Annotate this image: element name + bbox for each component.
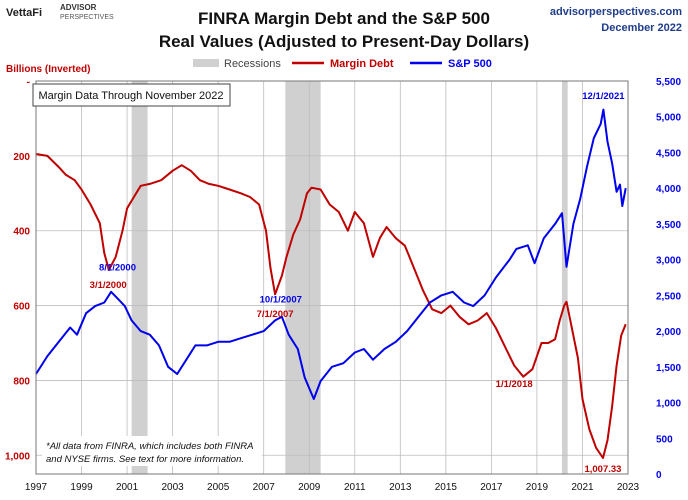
site-name: advisorperspectives.com xyxy=(550,6,682,18)
x-tick-label: 2021 xyxy=(571,482,594,493)
margin-debt-line xyxy=(35,153,627,459)
chart-subtitle: Real Values (Adjusted to Present-Day Dol… xyxy=(159,32,529,51)
x-tick-label: 2017 xyxy=(480,482,503,493)
x-tick-label: 2005 xyxy=(207,482,230,493)
note-box: Margin Data Through November 2022 xyxy=(32,83,231,107)
x-tick-label: 2009 xyxy=(298,482,321,493)
recession-band-2 xyxy=(561,81,568,474)
legend-recessions-label: Recessions xyxy=(224,58,281,70)
sp500-line xyxy=(35,108,627,400)
chart-title: FINRA Margin Debt and the S&P 500 xyxy=(198,9,490,28)
left-axis-title: Billions (Inverted) xyxy=(6,64,90,75)
annotation-label: 8/1/2000 xyxy=(99,262,136,273)
x-tick-label: 2007 xyxy=(253,482,276,493)
recession-band-0 xyxy=(131,81,148,474)
x-tick-label: 2019 xyxy=(526,482,549,493)
right-tick-label: 4,500 xyxy=(656,148,681,159)
footnote-line-1: *All data from FINRA, which includes bot… xyxy=(46,441,254,452)
x-tick-label: 2011 xyxy=(344,482,366,493)
vettafi-logo: VettaFi xyxy=(6,7,42,19)
right-tick-label: 0 xyxy=(656,470,662,481)
recession-band-1 xyxy=(285,81,321,474)
perspectives-logo-text: PERSPECTIVES xyxy=(60,14,114,21)
legend: Recessions Margin Debt S&P 500 xyxy=(193,58,492,70)
annotation-label: 1,007.33 xyxy=(584,464,621,475)
left-tick-label: 1,000 xyxy=(5,451,30,462)
x-tick-label: 2015 xyxy=(435,482,458,493)
advisor-logo-text: ADVISOR xyxy=(60,3,97,12)
legend-margin-label: Margin Debt xyxy=(330,58,394,70)
right-tick-label: 3,000 xyxy=(656,256,681,267)
x-tick-label: 2023 xyxy=(617,482,640,493)
left-tick-label: 200 xyxy=(13,152,30,163)
report-date: December 2022 xyxy=(601,22,682,34)
right-tick-label: 2,500 xyxy=(656,291,681,302)
footnote-line-2: and NYSE firms. See text for more inform… xyxy=(46,454,244,465)
left-tick-label: 800 xyxy=(13,376,30,387)
right-tick-label: 1,500 xyxy=(656,363,681,374)
legend-recessions-swatch xyxy=(193,59,219,67)
annotations: 8/1/2000 3/1/2000 10/1/2007 7/1/2007 1/1/201… xyxy=(90,91,626,475)
series-lines xyxy=(35,108,627,459)
x-tick-label: 2001 xyxy=(116,482,139,493)
x-tick-label: 1997 xyxy=(25,482,48,493)
x-tick-label: 1999 xyxy=(70,482,93,493)
x-tick-label: 2003 xyxy=(161,482,184,493)
note-box-text: Margin Data Through November 2022 xyxy=(38,90,223,102)
left-tick-label: 600 xyxy=(13,302,30,313)
legend-sp500-label: S&P 500 xyxy=(448,58,492,70)
annotation-label: 1/1/2018 xyxy=(496,379,533,390)
right-tick-label: 1,000 xyxy=(656,399,681,410)
axes: - 200 400 600 800 1,000 0 500 1,000 1,500 2,000 2,5… xyxy=(5,77,681,493)
right-tick-label: 5,000 xyxy=(656,113,681,124)
gridlines xyxy=(35,81,629,474)
x-tick-label: 2013 xyxy=(389,482,412,493)
plot-frame xyxy=(35,80,629,475)
annotation-label: 12/1/2021 xyxy=(582,91,625,102)
annotation-label: 10/1/2007 xyxy=(260,295,302,306)
annotation-label: 7/1/2007 xyxy=(257,309,294,320)
annotation-label: 3/1/2000 xyxy=(90,280,127,291)
right-tick-label: 5,500 xyxy=(656,77,681,88)
recession-bands xyxy=(131,81,568,474)
right-tick-label: 500 xyxy=(656,434,673,445)
left-tick-label: - xyxy=(27,77,30,88)
right-tick-label: 2,000 xyxy=(656,327,681,338)
right-tick-label: 4,000 xyxy=(656,184,681,195)
left-tick-label: 400 xyxy=(13,227,30,238)
right-tick-label: 3,500 xyxy=(656,220,681,231)
